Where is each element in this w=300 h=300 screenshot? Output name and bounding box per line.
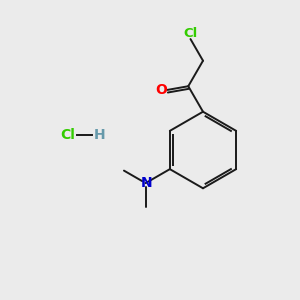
- Text: O: O: [155, 83, 167, 97]
- Text: N: N: [140, 176, 152, 190]
- Text: Cl: Cl: [183, 27, 198, 40]
- Text: H: H: [94, 128, 105, 142]
- Text: Cl: Cl: [60, 128, 75, 142]
